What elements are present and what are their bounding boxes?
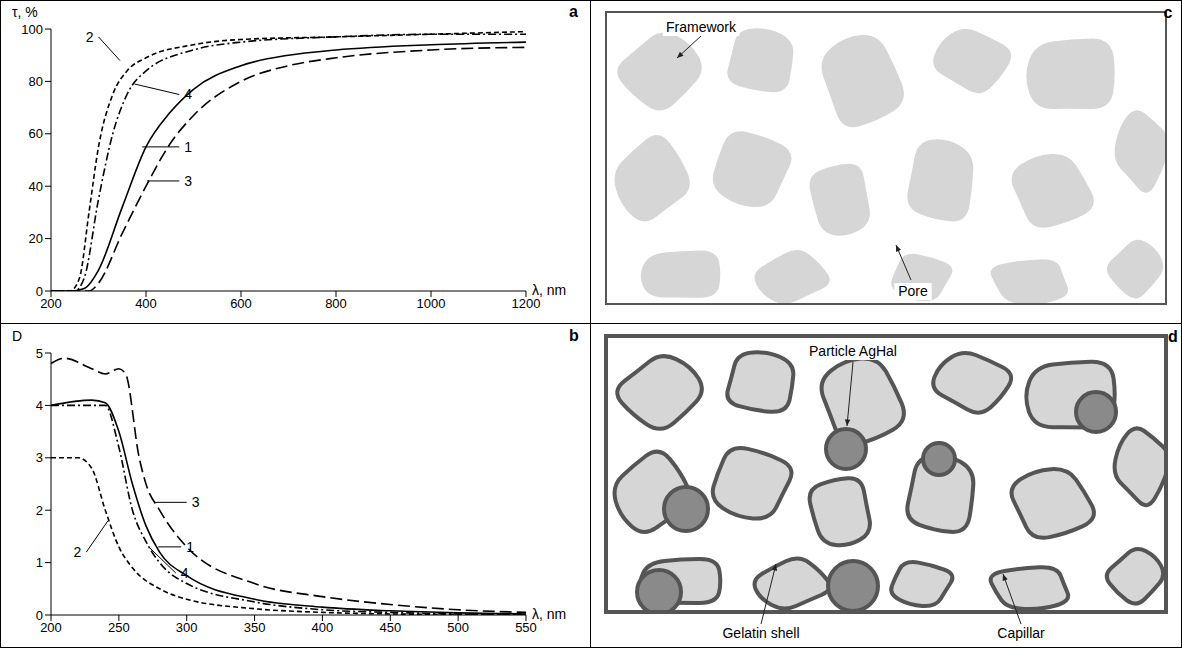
html-text:τ, %: τ, % — [12, 4, 38, 20]
svg-text:100: 100 — [21, 22, 43, 37]
svg-text:3: 3 — [36, 450, 43, 465]
svg-text:600: 600 — [230, 296, 252, 311]
svg-text:5: 5 — [36, 346, 43, 361]
svg-text:40: 40 — [29, 179, 43, 194]
svg-text:1200: 1200 — [512, 296, 541, 311]
svg-text:0: 0 — [36, 608, 43, 623]
svg-text:3: 3 — [184, 173, 192, 189]
html-text:a: a — [569, 3, 578, 20]
svg-text:1000: 1000 — [417, 296, 446, 311]
svg-text:60: 60 — [29, 126, 43, 141]
svg-text:d: d — [1168, 328, 1178, 345]
svg-text:2: 2 — [86, 29, 94, 45]
svg-text:550: 550 — [515, 620, 537, 635]
html-text:λ, nm: λ, nm — [532, 282, 567, 298]
svg-text:Gelatin shell: Gelatin shell — [722, 625, 799, 641]
svg-text:2: 2 — [73, 544, 81, 560]
svg-text:1: 1 — [36, 555, 43, 570]
svg-text:c: c — [1164, 4, 1173, 21]
svg-text:4: 4 — [184, 86, 192, 102]
svg-text:250: 250 — [108, 620, 130, 635]
svg-text:Capillar: Capillar — [997, 625, 1045, 641]
svg-text:Framework: Framework — [666, 19, 737, 35]
svg-text:3: 3 — [192, 494, 200, 510]
svg-text:200: 200 — [40, 296, 62, 311]
svg-text:450: 450 — [379, 620, 401, 635]
html-text:λ, nm: λ, nm — [532, 606, 567, 622]
svg-text:Particle AgHal: Particle AgHal — [809, 343, 897, 359]
svg-text:200: 200 — [40, 620, 62, 635]
svg-text:Pore: Pore — [898, 283, 928, 299]
svg-text:1: 1 — [184, 139, 192, 155]
html-text:b: b — [569, 327, 579, 344]
svg-text:800: 800 — [325, 296, 347, 311]
svg-text:4: 4 — [181, 565, 189, 581]
svg-text:2: 2 — [36, 503, 43, 518]
svg-text:350: 350 — [244, 620, 266, 635]
svg-text:0: 0 — [36, 284, 43, 299]
svg-text:300: 300 — [176, 620, 198, 635]
svg-text:400: 400 — [135, 296, 157, 311]
svg-text:400: 400 — [312, 620, 334, 635]
svg-text:4: 4 — [36, 398, 43, 413]
svg-text:500: 500 — [447, 620, 469, 635]
svg-text:1: 1 — [186, 539, 194, 555]
svg-text:80: 80 — [29, 74, 43, 89]
html-text:D: D — [12, 328, 23, 344]
svg-text:20: 20 — [29, 231, 43, 246]
